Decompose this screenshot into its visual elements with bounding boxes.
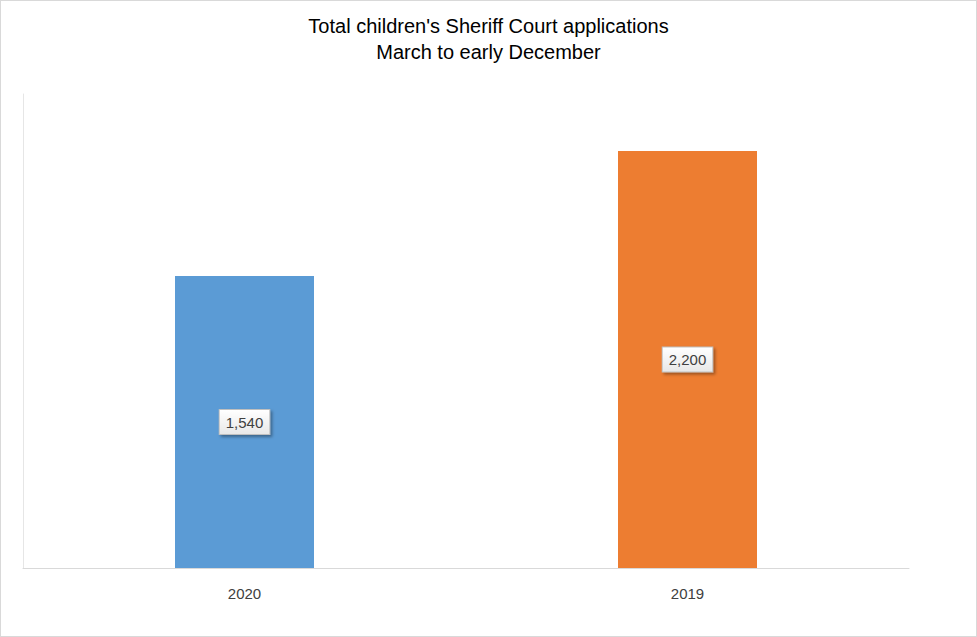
svg-text:2,200: 2,200	[669, 351, 707, 368]
svg-text:March to early December: March to early December	[376, 41, 601, 63]
svg-text:2019: 2019	[671, 585, 704, 602]
svg-text:2020: 2020	[228, 585, 261, 602]
svg-text:1,540: 1,540	[226, 414, 264, 431]
svg-text:Total children's Sheriff Court: Total children's Sheriff Court applicati…	[308, 15, 668, 37]
